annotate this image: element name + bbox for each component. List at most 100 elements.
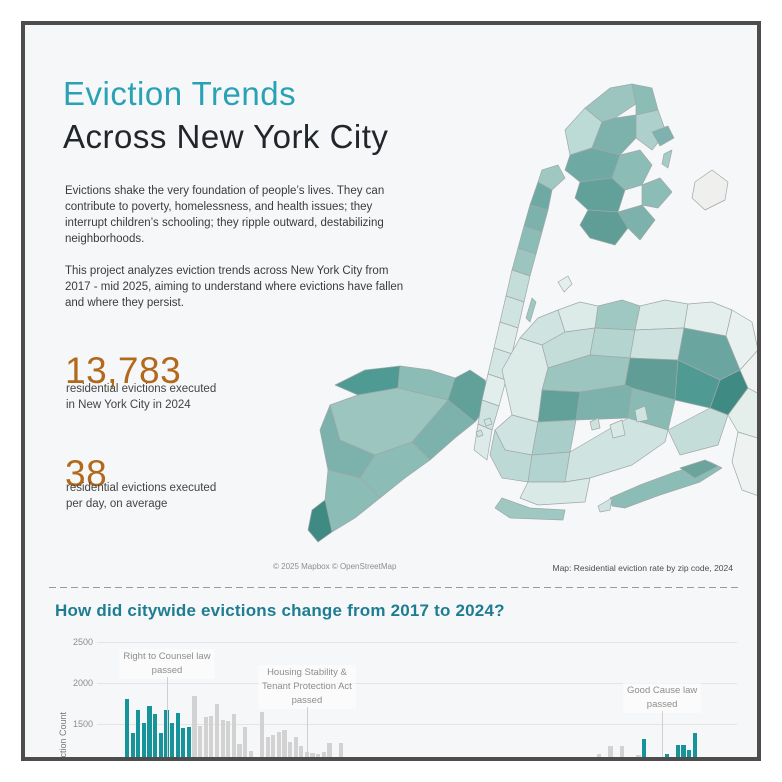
zip-code-region[interactable] <box>527 451 571 483</box>
page-title-line2: Across New York City <box>63 118 389 155</box>
page-title-line1: Eviction Trends <box>63 75 297 112</box>
eviction-month-bar[interactable] <box>614 760 618 761</box>
eviction-month-bar[interactable] <box>130 733 135 757</box>
zip-code-region[interactable] <box>494 497 566 521</box>
zip-code-region[interactable] <box>609 419 626 439</box>
zip-code-region[interactable] <box>739 350 760 400</box>
zip-code-region[interactable] <box>651 125 675 147</box>
eviction-month-bar[interactable] <box>136 710 141 757</box>
eviction-month-bar[interactable] <box>608 745 613 757</box>
section-divider <box>49 587 741 588</box>
eviction-month-bar[interactable] <box>287 742 293 757</box>
eviction-month-bar[interactable] <box>169 723 175 757</box>
zip-code-region[interactable] <box>594 299 641 331</box>
zip-code-region[interactable] <box>597 497 613 513</box>
map-caption: Map: Residential eviction rate by zip co… <box>552 563 734 573</box>
zip-code-region[interactable] <box>667 407 729 456</box>
eviction-month-bar[interactable] <box>653 758 657 761</box>
zip-code-region[interactable] <box>557 275 573 293</box>
zip-code-region[interactable] <box>475 429 484 438</box>
eviction-month-bar[interactable] <box>619 745 624 757</box>
eviction-month-bar[interactable] <box>630 756 635 757</box>
eviction-month-bar[interactable] <box>642 739 647 757</box>
eviction-month-bar[interactable] <box>276 732 281 757</box>
eviction-month-bar[interactable] <box>597 754 602 757</box>
eviction-month-bar[interactable] <box>310 752 315 757</box>
y-tick-label: 1500 <box>72 719 93 729</box>
eviction-month-bar[interactable] <box>321 751 326 757</box>
zip-code-region[interactable] <box>634 405 649 423</box>
zip-code-region[interactable] <box>557 301 599 333</box>
eviction-month-bar[interactable] <box>316 754 321 757</box>
zip-code-region[interactable] <box>537 164 566 191</box>
eviction-month-bar[interactable] <box>243 727 248 757</box>
eviction-month-bar[interactable] <box>220 719 225 757</box>
zip-code-region[interactable] <box>679 459 719 479</box>
eviction-month-bar[interactable] <box>591 756 596 757</box>
eviction-month-bar[interactable] <box>147 705 152 757</box>
eviction-month-bar[interactable] <box>299 746 304 757</box>
eviction-month-bar[interactable] <box>681 744 686 757</box>
zip-code-region[interactable] <box>531 419 577 456</box>
eviction-month-bar[interactable] <box>603 758 607 761</box>
eviction-month-bar[interactable] <box>248 751 253 757</box>
eviction-month-bar[interactable] <box>332 756 338 757</box>
eviction-month-bar[interactable] <box>659 758 663 761</box>
zip-code-region[interactable] <box>691 169 729 211</box>
zip-code-region[interactable] <box>473 423 493 461</box>
eviction-month-bar[interactable] <box>636 755 641 757</box>
eviction-month-bar[interactable] <box>164 710 169 757</box>
eviction-month-bar[interactable] <box>209 715 214 757</box>
eviction-month-bar[interactable] <box>692 733 697 757</box>
eviction-month-bar[interactable] <box>192 696 197 757</box>
eviction-month-bar[interactable] <box>158 733 163 757</box>
nyc-choropleth-map[interactable] <box>280 70 760 560</box>
eviction-month-bar[interactable] <box>203 717 208 757</box>
zip-code-region[interactable] <box>731 431 760 500</box>
stat-evictions-2024-caption: residential evictions executed in New Yo… <box>66 381 216 413</box>
zip-code-region[interactable] <box>634 299 689 331</box>
zip-code-region[interactable] <box>589 327 636 359</box>
eviction-month-bar[interactable] <box>338 743 343 757</box>
eviction-month-bar[interactable] <box>580 758 584 761</box>
zip-code-region[interactable] <box>589 417 601 431</box>
zip-code-region[interactable] <box>525 297 537 323</box>
zip-code-region[interactable] <box>617 204 656 241</box>
eviction-month-bar[interactable] <box>254 756 259 757</box>
eviction-month-bar[interactable] <box>304 751 310 757</box>
eviction-month-bar[interactable] <box>687 750 692 757</box>
eviction-month-bar[interactable] <box>214 703 220 757</box>
eviction-month-bar[interactable] <box>327 742 332 757</box>
eviction-month-bar[interactable] <box>231 714 236 757</box>
eviction-month-bar[interactable] <box>664 754 669 757</box>
eviction-month-bar[interactable] <box>153 714 158 757</box>
eviction-month-bar[interactable] <box>181 728 186 757</box>
eviction-month-bar[interactable] <box>175 712 180 757</box>
eviction-month-bar[interactable] <box>198 726 203 757</box>
zip-code-region[interactable] <box>629 327 685 361</box>
eviction-month-bar[interactable] <box>625 758 629 761</box>
eviction-month-bar[interactable] <box>226 720 231 757</box>
eviction-month-bar[interactable] <box>237 743 242 757</box>
zip-code-region[interactable] <box>519 477 591 506</box>
eviction-month-bar[interactable] <box>282 729 287 757</box>
eviction-month-bar[interactable] <box>293 737 298 757</box>
eviction-month-bar[interactable] <box>186 727 191 757</box>
eviction-month-bar[interactable] <box>271 734 276 757</box>
zip-code-region[interactable] <box>641 177 673 209</box>
eviction-month-bar[interactable] <box>648 760 652 761</box>
zip-code-region[interactable] <box>661 149 673 169</box>
eviction-month-bar[interactable] <box>265 737 270 757</box>
eviction-month-bar[interactable] <box>141 723 147 757</box>
eviction-month-bar[interactable] <box>125 699 130 757</box>
eviction-month-bar[interactable] <box>259 711 265 757</box>
eviction-month-bar[interactable] <box>670 760 674 761</box>
y-tick-label: 2500 <box>72 637 93 647</box>
zip-code-region[interactable] <box>631 83 659 116</box>
eviction-month-bar[interactable] <box>586 758 590 761</box>
eviction-month-bar[interactable] <box>675 745 680 757</box>
zip-code-region[interactable] <box>537 389 581 423</box>
eviction-month-bar[interactable] <box>575 760 579 761</box>
zip-code-region[interactable] <box>307 499 333 543</box>
zip-code-region[interactable] <box>483 417 493 427</box>
